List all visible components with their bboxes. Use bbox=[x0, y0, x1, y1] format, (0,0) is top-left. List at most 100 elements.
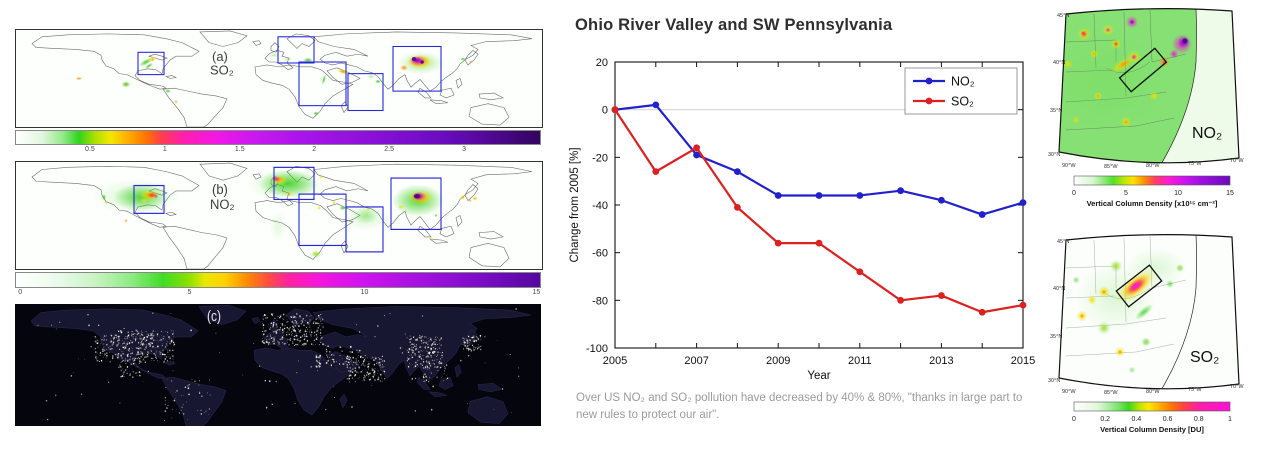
so2-lon-labels: 90°W 85°W 80°W 75°W 70°W bbox=[1062, 384, 1244, 396]
map-a-label: (a) bbox=[212, 49, 228, 64]
map-a-species: SO₂ bbox=[210, 63, 234, 78]
legend-entry-no2: NO₂ bbox=[951, 75, 975, 89]
x-tick-label: 2015 bbox=[1011, 355, 1035, 367]
svg-text:15: 15 bbox=[1226, 190, 1234, 197]
series-line-so2 bbox=[614, 109, 1024, 314]
chart-title: Ohio River Valley and SW Pennsylvania bbox=[575, 16, 893, 34]
data-point bbox=[938, 196, 945, 204]
svg-text:45°N: 45°N bbox=[1057, 13, 1069, 19]
data-point bbox=[856, 268, 864, 276]
data-point bbox=[1019, 301, 1027, 309]
so2-region-boxes bbox=[137, 36, 442, 112]
data-point bbox=[652, 168, 660, 176]
data-point bbox=[734, 168, 741, 176]
svg-text:5: 5 bbox=[1124, 190, 1128, 197]
data-point bbox=[815, 192, 823, 199]
svg-text:35°N: 35°N bbox=[1050, 108, 1062, 114]
colorbar-so2-regional-label: Vertical Column Density [DU] bbox=[1100, 425, 1204, 434]
y-tick-label: 20 bbox=[596, 57, 608, 69]
so2-pollution-blobs bbox=[75, 51, 473, 116]
colorbar-so2-regional-ticks: 0 0.2 0.4 0.6 0.8 1 bbox=[1072, 416, 1232, 423]
svg-text:85°W: 85°W bbox=[1104, 164, 1118, 170]
svg-text:0.4: 0.4 bbox=[1132, 416, 1142, 423]
svg-text:70°W: 70°W bbox=[1230, 384, 1244, 390]
no2-pollution-blobs bbox=[91, 169, 478, 259]
map-b-species: NO₂ bbox=[210, 197, 235, 212]
svg-text:10: 10 bbox=[1174, 190, 1182, 197]
y-tick-label: -60 bbox=[592, 248, 608, 260]
x-tick-label: 2011 bbox=[848, 355, 872, 367]
svg-text:45°N: 45°N bbox=[1057, 239, 1069, 245]
data-point bbox=[815, 239, 823, 247]
svg-text:40°N: 40°N bbox=[1053, 60, 1065, 66]
svg-text:40°N: 40°N bbox=[1053, 286, 1065, 292]
no2-lon-labels: 90°W 85°W 80°W 75°W 70°W bbox=[1062, 158, 1244, 170]
data-point bbox=[897, 187, 904, 195]
no2-hotspots bbox=[1059, 16, 1192, 132]
data-point bbox=[856, 192, 864, 199]
study-region-box bbox=[1115, 264, 1163, 308]
data-point bbox=[774, 192, 782, 199]
data-point bbox=[978, 211, 986, 218]
colorbar-so2-world-ticks: 0.5 1 1.5 2 2.5 3 bbox=[85, 146, 467, 153]
world-maps-panel: (a) SO₂ 0.5 1 1.5 2 2.5 3 bbox=[0, 0, 556, 452]
colorbar-no2-regional-label: Vertical Column Density [x10¹⁵ cm⁻²] bbox=[1087, 199, 1218, 208]
svg-text:90°W: 90°W bbox=[1062, 389, 1076, 395]
y-tick-label: -80 bbox=[592, 295, 608, 307]
svg-text:70°W: 70°W bbox=[1230, 158, 1244, 164]
y-tick-label: 0 bbox=[602, 105, 608, 117]
world-map-so2: (a) SO₂ bbox=[15, 29, 543, 128]
data-point bbox=[774, 239, 782, 247]
y-tick-label: -100 bbox=[586, 343, 608, 355]
legend-box bbox=[904, 67, 1018, 115]
svg-text:0: 0 bbox=[1072, 416, 1076, 423]
x-tick-label: 2007 bbox=[684, 355, 708, 367]
svg-text:90°W: 90°W bbox=[1062, 163, 1076, 169]
legend-marker bbox=[925, 97, 933, 105]
data-point bbox=[897, 296, 904, 304]
svg-text:80°W: 80°W bbox=[1146, 163, 1160, 169]
colorbar-no2-regional-ticks: 0 5 10 15 bbox=[1072, 190, 1234, 197]
svg-text:80°W: 80°W bbox=[1146, 389, 1160, 395]
regional-map-no2: NO₂ 45°N 40°N 35°N 30°N 90°W 85°W 80°W 7… bbox=[1048, 8, 1244, 208]
study-region-box bbox=[1118, 47, 1168, 93]
colorbar-so2-world bbox=[15, 130, 541, 145]
data-point bbox=[938, 292, 945, 299]
so2-lat-labels: 45°N 40°N 35°N 30°N bbox=[1048, 239, 1069, 384]
x-axis-label: Year bbox=[807, 370, 830, 382]
svg-text:30°N: 30°N bbox=[1048, 378, 1060, 384]
x-tick-label: 2013 bbox=[929, 355, 953, 367]
map-b-label: (b) bbox=[212, 182, 228, 197]
y-axis-label: Change from 2005 [%] bbox=[569, 147, 581, 262]
map-c-label: (c) bbox=[207, 308, 221, 324]
data-point bbox=[978, 308, 986, 316]
data-point bbox=[734, 203, 741, 211]
night-lights-map: (c) bbox=[15, 304, 541, 426]
no2-region-boxes bbox=[133, 166, 442, 253]
svg-text:0: 0 bbox=[1072, 190, 1076, 197]
x-tick-label: 2005 bbox=[603, 355, 627, 367]
data-point bbox=[652, 101, 660, 109]
no2-lat-labels: 45°N 40°N 35°N 30°N bbox=[1048, 13, 1069, 158]
data-point bbox=[693, 151, 700, 159]
city-lights-dots bbox=[37, 308, 520, 422]
x-tick-label: 2009 bbox=[766, 355, 790, 367]
regional-map-so2: SO₂ 45°N 40°N 35°N 30°N 90°W 85°W 80°W 7… bbox=[1048, 234, 1244, 434]
legend-marker bbox=[925, 77, 933, 85]
regional-so2-label: SO₂ bbox=[1190, 349, 1219, 366]
data-point bbox=[693, 144, 700, 152]
chart-caption: Over US NO₂ and SO₂ pollution have decre… bbox=[576, 392, 1023, 421]
svg-text:30°N: 30°N bbox=[1048, 152, 1060, 158]
data-point bbox=[1019, 199, 1027, 207]
svg-text:0.6: 0.6 bbox=[1163, 416, 1173, 423]
legend-entry-so2: SO₂ bbox=[951, 95, 974, 109]
world-map-no2: (b) NO₂ bbox=[15, 161, 543, 270]
colorbar-no2-regional bbox=[1073, 175, 1231, 186]
svg-text:0.8: 0.8 bbox=[1194, 416, 1204, 423]
colorbar-no2-world bbox=[15, 272, 541, 288]
y-tick-label: -40 bbox=[592, 200, 608, 212]
so2-hotspots bbox=[1072, 248, 1186, 374]
svg-text:35°N: 35°N bbox=[1050, 334, 1062, 340]
colorbar-so2-regional bbox=[1073, 401, 1231, 412]
